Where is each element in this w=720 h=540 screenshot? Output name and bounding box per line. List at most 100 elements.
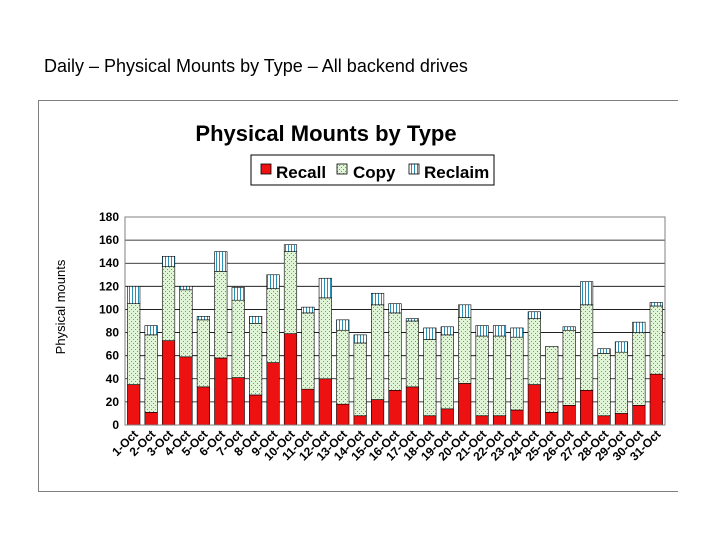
y-tick-label: 80 — [106, 326, 120, 340]
bar-recall — [458, 383, 472, 426]
plot-area — [124, 216, 666, 426]
bar-recall — [336, 403, 350, 426]
bar-reclaim — [249, 316, 263, 324]
bar-copy — [353, 342, 367, 417]
y-tick-label: 120 — [99, 279, 119, 293]
y-tick-label: 60 — [106, 349, 120, 363]
bar-reclaim — [231, 287, 245, 301]
bar-reclaim — [144, 325, 158, 336]
slide-title: Daily – Physical Mounts by Type – All ba… — [44, 56, 468, 76]
legend: Recall Copy Reclaim — [250, 154, 495, 186]
bar-copy — [127, 303, 141, 385]
legend-label-copy: Copy — [353, 163, 396, 182]
bar-reclaim — [161, 255, 176, 267]
bar-reclaim — [614, 341, 629, 353]
bar-recall — [562, 405, 576, 426]
bar-copy — [440, 334, 454, 410]
bar-recall — [475, 415, 489, 426]
bar-reclaim — [510, 327, 524, 338]
bar-reclaim — [580, 281, 594, 306]
bar-recall — [423, 415, 437, 426]
bar-reclaim — [353, 334, 367, 344]
bar-recall — [144, 411, 158, 426]
bar-copy — [423, 339, 437, 417]
bar-copy — [545, 346, 559, 413]
bar-copy — [371, 304, 385, 400]
bar-recall — [318, 378, 332, 426]
bar-copy — [336, 329, 350, 405]
bar-copy — [614, 351, 629, 414]
bar-copy — [283, 251, 298, 335]
bar-recall — [440, 408, 454, 426]
bar-recall — [249, 394, 263, 426]
legend-swatch-recall — [260, 163, 272, 175]
bar-copy — [266, 288, 280, 363]
bar-copy — [231, 299, 245, 378]
bar-reclaim — [440, 326, 454, 336]
legend-label-reclaim: Reclaim — [424, 163, 489, 182]
chart-frame: Physical Mounts by Type Recall Copy Recl… — [38, 100, 678, 492]
bar-copy — [161, 266, 176, 341]
bar-recall — [632, 405, 646, 426]
bar-copy — [562, 329, 576, 406]
bar-copy — [458, 317, 472, 384]
bar-reclaim — [318, 277, 332, 299]
bar-recall — [492, 415, 507, 426]
bar-recall — [127, 384, 141, 426]
bar-reclaim — [179, 286, 193, 291]
y-tick-label: 40 — [106, 372, 120, 386]
chart: Physical Mounts by Type Recall Copy Recl… — [53, 121, 666, 464]
bar-copy — [649, 305, 663, 375]
bar-recall — [545, 411, 559, 426]
bar-reclaim — [492, 325, 507, 337]
bar-reclaim — [527, 311, 541, 319]
bar-recall — [388, 390, 402, 426]
y-tick-label: 140 — [99, 256, 119, 270]
bar-reclaim — [301, 306, 315, 314]
bar-copy — [301, 312, 315, 390]
bar-reclaim — [597, 348, 611, 354]
bar-copy — [492, 335, 507, 417]
y-tick-label: 160 — [99, 233, 119, 247]
bar-recall — [580, 390, 594, 426]
bar-copy — [597, 353, 611, 417]
bar-recall — [179, 356, 193, 426]
bar-recall — [371, 399, 385, 426]
bar-reclaim — [388, 303, 402, 314]
bar-reclaim — [283, 244, 298, 252]
bar-recall — [214, 357, 228, 426]
bar-recall — [231, 377, 245, 426]
bar-recall — [405, 386, 419, 426]
bar-copy — [388, 312, 402, 391]
bar-copy — [510, 336, 524, 411]
y-tick-label: 100 — [99, 302, 119, 316]
y-tick-label: 180 — [99, 210, 119, 224]
bar-reclaim — [458, 304, 472, 318]
bar-copy — [632, 332, 646, 406]
chart-title: Physical Mounts by Type — [195, 121, 456, 146]
bar-reclaim — [562, 326, 576, 331]
bar-copy — [249, 323, 263, 396]
bar-copy — [214, 271, 228, 359]
bar-copy — [405, 320, 419, 388]
bar-reclaim — [336, 319, 350, 331]
bar-reclaim — [632, 321, 646, 333]
bar-recall — [510, 409, 524, 426]
bar-copy — [318, 297, 332, 380]
bar-reclaim — [266, 274, 280, 289]
bar-copy — [527, 318, 541, 385]
bar-reclaim — [405, 318, 419, 322]
bar-recall — [161, 340, 176, 426]
bar-recall — [597, 415, 611, 426]
bar-recall — [649, 373, 663, 426]
y-tick-label: 0 — [112, 418, 119, 432]
bar-reclaim — [196, 316, 210, 321]
bar-copy — [196, 319, 210, 388]
bar-recall — [527, 384, 541, 426]
legend-swatch-reclaim — [408, 163, 420, 175]
bar-copy — [179, 289, 193, 358]
bar-recall — [301, 388, 315, 426]
bar-copy — [144, 334, 158, 413]
bar-reclaim — [127, 286, 141, 304]
y-axis-label: Physical mounts — [53, 259, 68, 354]
